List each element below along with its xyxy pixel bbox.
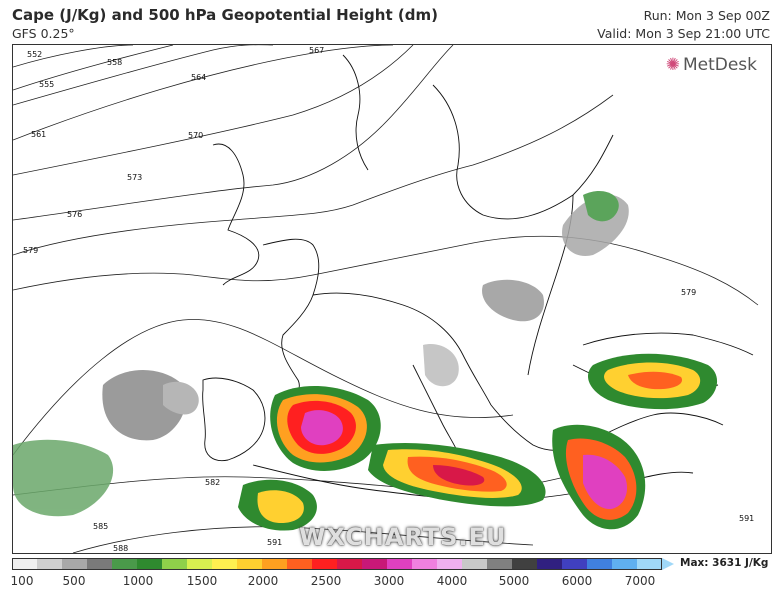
colorbar-segment [487, 558, 513, 570]
max-value-label: Max: 3631 J/Kg [680, 557, 769, 569]
run-time: Run: Mon 3 Sep 00Z [643, 8, 770, 23]
colorbar-segment [62, 558, 88, 570]
contour-label: 591 [267, 538, 282, 547]
colorbar-tick: 5000 [498, 574, 530, 588]
contour-label: 579 [681, 288, 696, 297]
colorbar-segment [287, 558, 313, 570]
colorbar-segment [637, 558, 663, 570]
colorbar-segment [537, 558, 563, 570]
colorbar-tick: 2500 [310, 574, 342, 588]
contour-label: 558 [107, 58, 122, 67]
colorbar-segment [412, 558, 438, 570]
colorbar-segment [262, 558, 288, 570]
contour-label: 555 [39, 80, 54, 89]
contour-label: 579 [23, 246, 38, 255]
colorbar-segment [137, 558, 163, 570]
header: Cape (J/Kg) and 500 hPa Geopotential Hei… [0, 0, 782, 44]
colorbar-segment [437, 558, 463, 570]
colorbar-segment [187, 558, 213, 570]
colorbar [12, 558, 674, 570]
colorbar-segment [162, 558, 188, 570]
colorbar-segment [612, 558, 638, 570]
wxcharts-watermark: WXCHARTS.EU [299, 523, 507, 551]
colorbar-segment [312, 558, 338, 570]
colorbar-extend-arrow [662, 558, 674, 570]
colorbar-segment [462, 558, 488, 570]
cape-high-shading [238, 353, 718, 531]
colorbar-segment [87, 558, 113, 570]
colorbar-segment [337, 558, 363, 570]
map-canvas: 552 555 558 561 564 567 570 573 576 579 … [13, 45, 759, 553]
contour-label: 561 [31, 130, 46, 139]
colorbar-segment [562, 558, 588, 570]
contour-label: 591 [739, 514, 754, 523]
colorbar-segment [587, 558, 613, 570]
colorbar-border [12, 558, 662, 570]
colorbar-scale [12, 558, 674, 570]
contour-label: 570 [188, 131, 203, 140]
colorbar-segment [37, 558, 63, 570]
contour-label: 582 [205, 478, 220, 487]
cape-low-shading [13, 190, 629, 517]
colorbar-segment [12, 558, 38, 570]
colorbar-segment [112, 558, 138, 570]
colorbar-ticks: 100 500 1000 1500 2000 2500 3000 4000 50… [10, 574, 674, 590]
model-label: GFS 0.25° [12, 26, 75, 41]
colorbar-tick: 7000 [624, 574, 656, 588]
colorbar-segment [212, 558, 238, 570]
metdesk-star-icon: ✺ [665, 55, 680, 75]
colorbar-tick: 3000 [373, 574, 405, 588]
colorbar-tick: 1000 [122, 574, 154, 588]
weather-map[interactable]: 552 555 558 561 564 567 570 573 576 579 … [12, 44, 772, 554]
colorbar-tick: 6000 [561, 574, 593, 588]
valid-time: Valid: Mon 3 Sep 21:00 UTC [597, 26, 770, 41]
contour-label: 585 [93, 522, 108, 531]
colorbar-segment [237, 558, 263, 570]
colorbar-tick: 100 [10, 574, 34, 588]
contour-label: 564 [191, 73, 206, 82]
metdesk-logo: ✺ MetDesk [666, 55, 757, 75]
colorbar-segment [362, 558, 388, 570]
contour-labels: 552 555 558 561 564 567 570 573 576 579 … [23, 46, 754, 553]
brand-name: MetDesk [682, 55, 757, 75]
contour-label: 567 [309, 46, 324, 55]
contour-label: 573 [127, 173, 142, 182]
colorbar-segment [387, 558, 413, 570]
chart-title: Cape (J/Kg) and 500 hPa Geopotential Hei… [12, 6, 438, 24]
colorbar-tick: 2000 [247, 574, 279, 588]
contour-label: 576 [67, 210, 82, 219]
colorbar-tick: 500 [62, 574, 86, 588]
contour-label: 588 [113, 544, 128, 553]
colorbar-tick: 1500 [186, 574, 218, 588]
colorbar-tick: 4000 [436, 574, 468, 588]
contour-label: 552 [27, 50, 42, 59]
colorbar-segment [512, 558, 538, 570]
